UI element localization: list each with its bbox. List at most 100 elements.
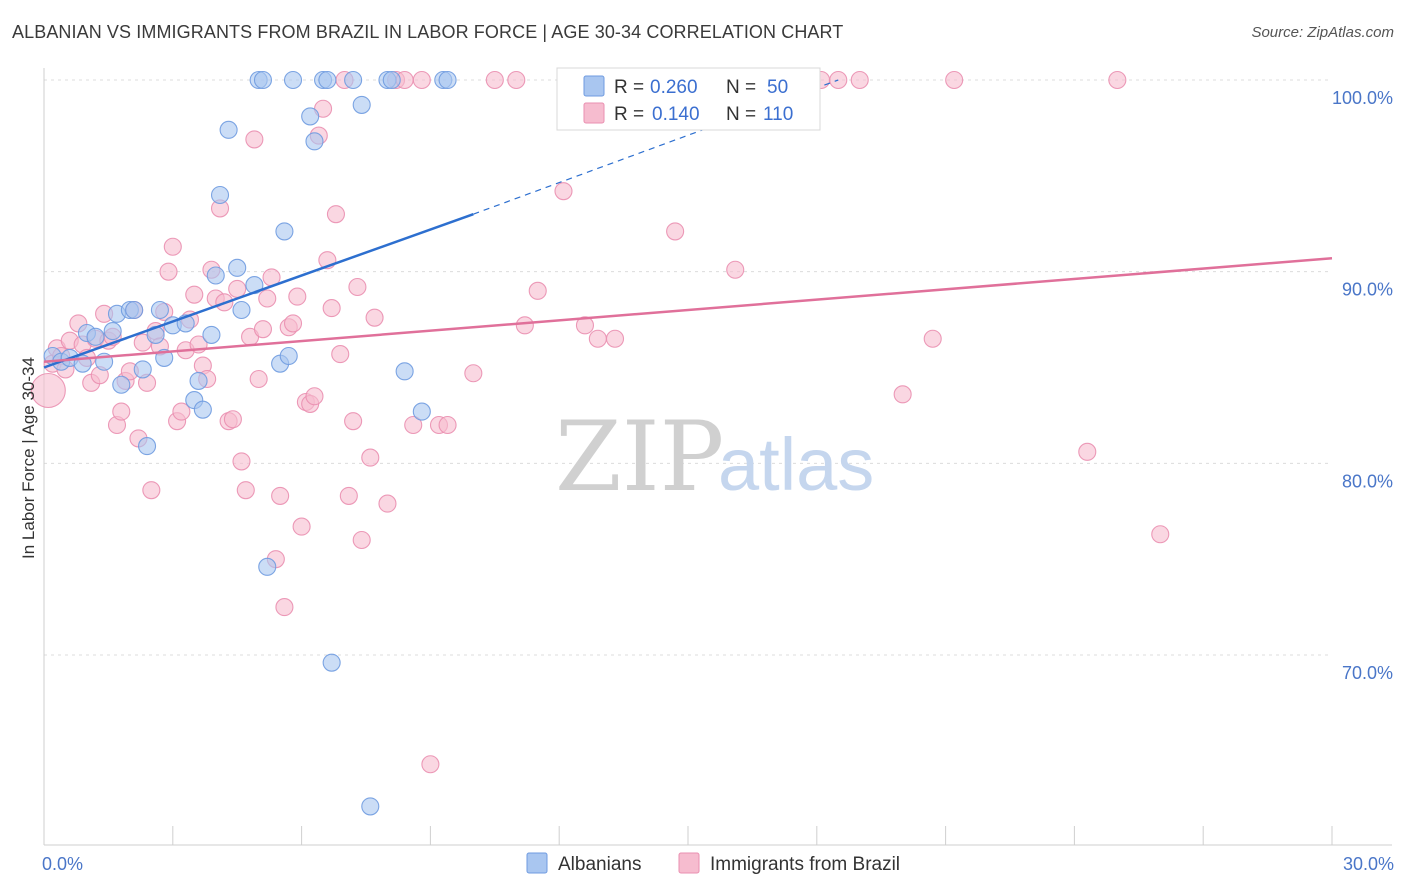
point-brazil-84[interactable] <box>485 70 504 90</box>
point-brazil-80[interactable] <box>421 755 440 774</box>
point-brazil-43[interactable] <box>228 279 247 298</box>
point-brazil-71[interactable] <box>348 277 367 297</box>
point-brazil-65[interactable] <box>322 299 341 318</box>
point-brazil-47[interactable] <box>245 130 264 149</box>
point-albanians-49[interactable] <box>438 70 457 90</box>
point-albanians-35[interactable] <box>283 70 303 90</box>
point-albanians-46[interactable] <box>395 362 414 381</box>
point-brazil-49[interactable] <box>253 320 273 339</box>
point-albanians-37[interactable] <box>305 132 324 151</box>
point-brazil-91[interactable] <box>605 329 625 348</box>
point-brazil-104[interactable] <box>893 385 912 404</box>
legend-bottom-label-albanians[interactable]: Albanians <box>558 854 641 875</box>
point-brazil-90[interactable] <box>588 329 607 348</box>
point-albanians-40[interactable] <box>322 653 341 672</box>
point-albanians-25[interactable] <box>219 120 238 139</box>
trend-line-brazil <box>43 257 1333 363</box>
point-albanians-27[interactable] <box>232 300 251 320</box>
point-brazil-92[interactable] <box>666 222 685 241</box>
point-brazil-106[interactable] <box>945 70 964 90</box>
point-brazil-107[interactable] <box>1078 442 1097 461</box>
point-albanians-39[interactable] <box>318 70 337 90</box>
point-brazil-74[interactable] <box>365 308 384 327</box>
point-albanians-20[interactable] <box>189 371 208 390</box>
legend-r-label-brazil: R = <box>614 104 644 125</box>
point-brazil-109[interactable] <box>1151 525 1170 544</box>
point-brazil-88[interactable] <box>554 182 573 201</box>
point-brazil-103[interactable] <box>850 70 869 90</box>
point-brazil-85[interactable] <box>507 70 526 90</box>
point-brazil-53[interactable] <box>271 486 290 505</box>
point-albanians-43[interactable] <box>361 797 380 816</box>
legend-bottom-label-brazil[interactable]: Immigrants from Brazil <box>710 854 900 875</box>
point-albanians-22[interactable] <box>202 325 221 344</box>
point-brazil-0[interactable] <box>30 372 66 409</box>
point-brazil-86[interactable] <box>515 316 534 335</box>
legend-bottom[interactable]: Albanians Immigrants from Brazil <box>526 852 900 875</box>
point-brazil-108[interactable] <box>1108 70 1127 90</box>
point-brazil-48[interactable] <box>249 369 268 389</box>
point-albanians-26[interactable] <box>228 258 247 277</box>
point-albanians-11[interactable] <box>125 300 144 320</box>
point-brazil-23[interactable] <box>142 481 161 500</box>
legend-bottom-swatch-albanians[interactable] <box>526 852 548 874</box>
point-albanians-21[interactable] <box>193 400 212 419</box>
point-albanians-13[interactable] <box>137 437 157 456</box>
point-albanians-42[interactable] <box>352 95 371 114</box>
y-tick-labels: 70.0% 80.0% 90.0% 100.0% <box>1332 88 1393 683</box>
point-albanians-33[interactable] <box>275 222 294 241</box>
point-brazil-57[interactable] <box>288 287 307 306</box>
point-albanians-34[interactable] <box>279 346 298 366</box>
point-albanians-5[interactable] <box>86 327 105 346</box>
point-brazil-45[interactable] <box>236 481 255 500</box>
point-brazil-61[interactable] <box>305 387 324 406</box>
point-brazil-66[interactable] <box>326 205 345 224</box>
point-brazil-54[interactable] <box>275 598 294 617</box>
point-brazil-50[interactable] <box>258 289 277 308</box>
point-albanians-45[interactable] <box>382 70 401 90</box>
point-brazil-83[interactable] <box>464 364 483 383</box>
legend-top: R = 0.260 N = 50 R = 0.140 N = 110 <box>556 67 821 131</box>
point-brazil-70[interactable] <box>344 412 363 431</box>
point-brazil-67[interactable] <box>331 345 350 364</box>
source-label: Source: ZipAtlas.com <box>1251 24 1394 41</box>
point-albanians-31[interactable] <box>258 557 277 576</box>
point-brazil-30[interactable] <box>172 402 191 421</box>
point-albanians-16[interactable] <box>150 300 169 320</box>
point-brazil-75[interactable] <box>378 494 397 513</box>
point-albanians-41[interactable] <box>344 70 363 90</box>
point-brazil-44[interactable] <box>232 452 251 471</box>
point-brazil-33[interactable] <box>185 285 204 304</box>
point-brazil-82[interactable] <box>438 415 457 435</box>
grid-lines <box>44 79 1332 656</box>
point-brazil-87[interactable] <box>528 281 547 300</box>
point-brazil-73[interactable] <box>361 448 380 467</box>
point-brazil-78[interactable] <box>404 415 423 435</box>
legend-r-value-albanians: 0.260 <box>650 77 698 98</box>
point-albanians-24[interactable] <box>210 185 230 205</box>
point-brazil-69[interactable] <box>339 486 358 505</box>
legend-bottom-swatch-brazil[interactable] <box>678 852 700 874</box>
point-albanians-12[interactable] <box>133 360 152 379</box>
watermark-atlas: atlas <box>718 423 874 506</box>
point-albanians-30[interactable] <box>253 70 273 90</box>
point-brazil-105[interactable] <box>923 329 942 348</box>
point-brazil-16[interactable] <box>112 402 131 421</box>
legend-n-value-brazil: 110 <box>763 104 793 125</box>
point-brazil-72[interactable] <box>352 530 371 550</box>
legend-n-label-albanians: N = <box>726 77 756 98</box>
point-brazil-56[interactable] <box>283 314 303 333</box>
point-brazil-27[interactable] <box>159 262 178 281</box>
point-albanians-47[interactable] <box>412 402 431 421</box>
point-brazil-28[interactable] <box>163 237 182 256</box>
point-albanians-36[interactable] <box>301 107 320 126</box>
point-brazil-95[interactable] <box>726 260 745 279</box>
point-brazil-58[interactable] <box>292 517 311 536</box>
point-brazil-89[interactable] <box>575 316 595 335</box>
point-albanians-23[interactable] <box>206 266 225 285</box>
legend-n-value-albanians: 50 <box>767 77 788 98</box>
point-brazil-79[interactable] <box>412 70 431 90</box>
point-albanians-9[interactable] <box>112 375 131 394</box>
point-albanians-7[interactable] <box>103 322 122 341</box>
point-brazil-42[interactable] <box>223 410 242 429</box>
